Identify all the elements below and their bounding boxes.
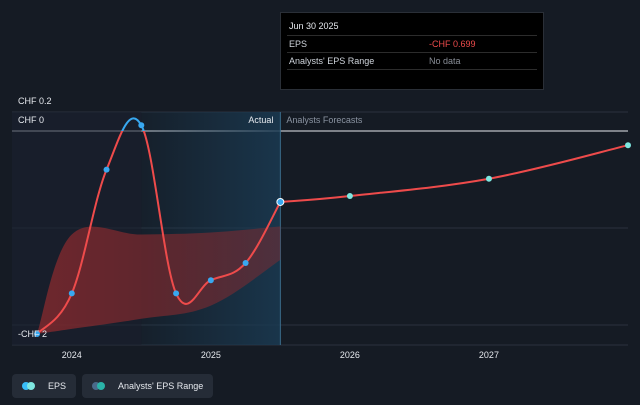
- actual-label: Actual: [248, 115, 273, 125]
- eps-forecast-point: [485, 175, 492, 182]
- eps-actual-point: [173, 290, 180, 297]
- x-tick-label: 2027: [479, 350, 499, 360]
- tooltip-eps-label: EPS: [289, 39, 308, 49]
- x-tick-label: 2024: [62, 350, 82, 360]
- legend-range-button[interactable]: Analysts' EPS Range: [82, 374, 214, 398]
- eps-actual-point: [103, 166, 110, 173]
- chart-legend: EPS Analysts' EPS Range: [12, 374, 214, 398]
- eps-actual-point: [276, 197, 285, 206]
- tooltip-range-value: No data: [429, 56, 461, 66]
- tooltip-row-range: Analysts' EPS Range No data: [287, 53, 537, 70]
- eps-actual-point: [242, 259, 249, 266]
- tooltip-row-eps: EPS -CHF 0.699: [287, 36, 537, 53]
- range-legend-icon: [92, 382, 112, 390]
- analysts-eps-range-band: [37, 226, 281, 334]
- tooltip-range-label: Analysts' EPS Range: [289, 56, 375, 66]
- eps-actual-line: [36, 131, 282, 335]
- eps-actual-point: [34, 331, 41, 337]
- eps-actual-point: [68, 290, 75, 297]
- eps-forecast-line: [280, 144, 629, 203]
- forecast-label: Analysts Forecasts: [286, 115, 363, 125]
- legend-eps-label: EPS: [48, 381, 67, 391]
- tooltip-eps-value: -CHF 0.699: [429, 39, 476, 49]
- eps-actual-point: [207, 277, 214, 284]
- legend-eps-button[interactable]: EPS: [12, 374, 77, 398]
- y-tick-label: CHF 0.2: [18, 96, 52, 106]
- y-tick-label: -CHF 2: [18, 329, 47, 339]
- eps-legend-icon: [22, 382, 42, 390]
- eps-forecast-point: [625, 142, 631, 149]
- legend-range-label: Analysts' EPS Range: [118, 381, 204, 391]
- eps-forecast-point: [346, 192, 353, 199]
- x-tick-label: 2025: [201, 350, 221, 360]
- eps-actual-point: [138, 122, 145, 129]
- x-tick-label: 2026: [340, 350, 360, 360]
- tooltip-date: Jun 30 2025: [287, 19, 537, 36]
- y-tick-label: CHF 0: [18, 115, 44, 125]
- data-tooltip: Jun 30 2025 EPS -CHF 0.699 Analysts' EPS…: [280, 12, 544, 90]
